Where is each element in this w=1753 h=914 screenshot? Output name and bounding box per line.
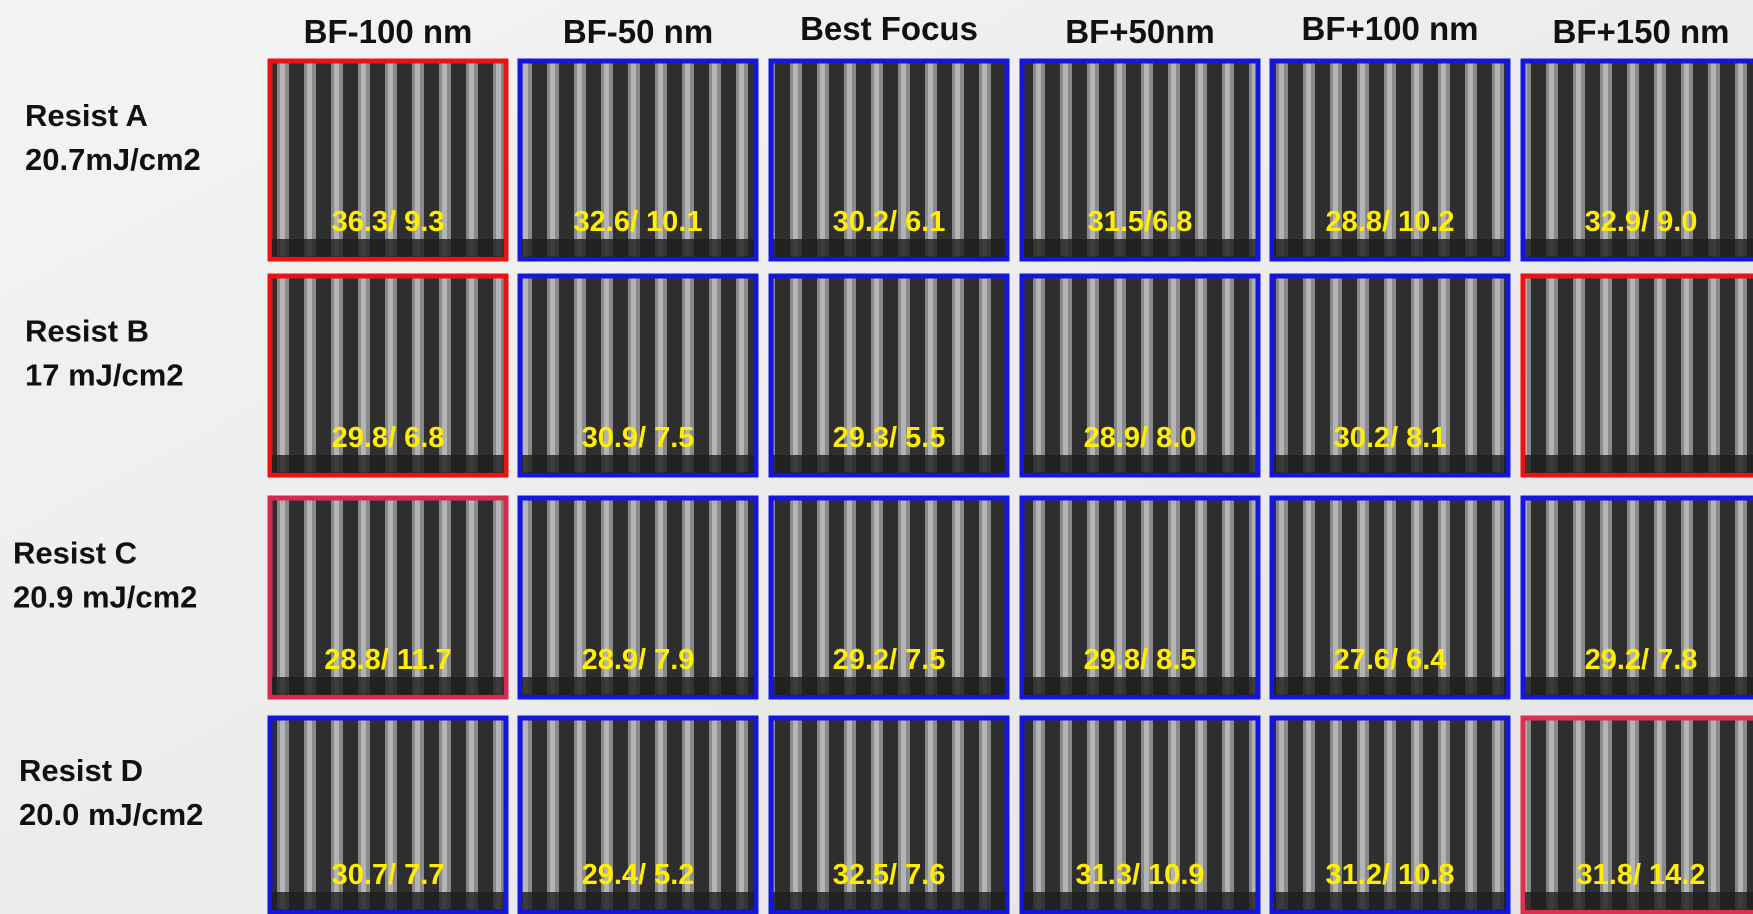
cd-ler-label: 36.3/ 9.3 xyxy=(332,206,445,238)
image-info-bar xyxy=(1024,892,1256,910)
cd-ler-label: 29.2/ 7.8 xyxy=(1585,644,1698,676)
resist-name: Resist B xyxy=(25,314,149,349)
cd-ler-label: 31.3/ 10.9 xyxy=(1076,859,1205,891)
cd-ler-label: 27.6/ 6.4 xyxy=(1334,644,1447,676)
cd-ler-label: 32.5/ 7.6 xyxy=(833,859,946,891)
resist-name: Resist C xyxy=(13,536,137,571)
image-info-bar xyxy=(773,455,1005,473)
image-info-bar xyxy=(522,455,754,473)
cd-ler-label: 29.4/ 5.2 xyxy=(582,859,695,891)
image-info-bar xyxy=(522,892,754,910)
image-info-bar xyxy=(1274,892,1506,910)
cd-ler-label: 31.8/ 14.2 xyxy=(1577,859,1706,891)
resist-name: Resist D xyxy=(19,753,143,788)
cd-ler-label: 28.9/ 7.9 xyxy=(582,644,695,676)
column-header: BF+100 nm xyxy=(1302,10,1479,47)
image-info-bar xyxy=(1525,239,1753,257)
cd-ler-label: 29.2/ 7.5 xyxy=(833,644,946,676)
image-info-bar xyxy=(272,892,504,910)
image-info-bar xyxy=(1525,455,1753,473)
image-info-bar xyxy=(1024,677,1256,695)
image-info-bar xyxy=(1525,892,1753,910)
cd-ler-label: 30.7/ 7.7 xyxy=(332,859,445,891)
resist-dose: 17 mJ/cm2 xyxy=(25,358,184,393)
cd-ler-label: 29.8/ 6.8 xyxy=(332,422,445,454)
cd-ler-label: 30.2/ 8.1 xyxy=(1334,422,1447,454)
image-info-bar xyxy=(272,677,504,695)
image-info-bar xyxy=(272,239,504,257)
cd-ler-label: 30.9/ 7.5 xyxy=(582,422,695,454)
cd-ler-label: 32.6/ 10.1 xyxy=(574,206,703,238)
cd-ler-label: 29.3/ 5.5 xyxy=(833,422,946,454)
resist-dose: 20.9 mJ/cm2 xyxy=(13,580,197,615)
image-info-bar xyxy=(1274,239,1506,257)
sem-image xyxy=(1523,276,1753,475)
image-info-bar xyxy=(272,455,504,473)
image-info-bar xyxy=(773,239,1005,257)
image-info-bar xyxy=(1024,455,1256,473)
column-header: Best Focus xyxy=(800,10,978,47)
column-header: BF-100 nm xyxy=(304,13,473,50)
image-info-bar xyxy=(773,892,1005,910)
cd-ler-label: 29.8/ 8.5 xyxy=(1084,644,1197,676)
image-info-bar xyxy=(1274,455,1506,473)
image-info-bar xyxy=(1525,677,1753,695)
cd-ler-label: 28.8/ 10.2 xyxy=(1326,206,1455,238)
cd-ler-label: 31.5/6.8 xyxy=(1088,206,1193,238)
column-header: BF+150 nm xyxy=(1553,13,1730,50)
image-info-bar xyxy=(773,677,1005,695)
cd-ler-label: 31.2/ 10.8 xyxy=(1326,859,1455,891)
cd-ler-label: 28.8/ 11.7 xyxy=(324,644,451,676)
resist-dose: 20.0 mJ/cm2 xyxy=(19,797,203,832)
resist-dose: 20.7mJ/cm2 xyxy=(25,142,201,177)
column-header: BF-50 nm xyxy=(563,13,713,50)
image-info-bar xyxy=(1274,677,1506,695)
figure: BF-100 nm BF-50 nm Best Focus BF+50nm BF+100… xyxy=(0,0,1753,914)
image-info-bar xyxy=(522,677,754,695)
image-info-bar xyxy=(522,239,754,257)
column-header: BF+50nm xyxy=(1065,13,1214,50)
cd-ler-label: 30.2/ 6.1 xyxy=(833,206,946,238)
image-info-bar xyxy=(1024,239,1256,257)
resist-name: Resist A xyxy=(25,98,148,133)
cd-ler-label: 32.9/ 9.0 xyxy=(1585,206,1698,238)
cd-ler-label: 28.9/ 8.0 xyxy=(1084,422,1197,454)
